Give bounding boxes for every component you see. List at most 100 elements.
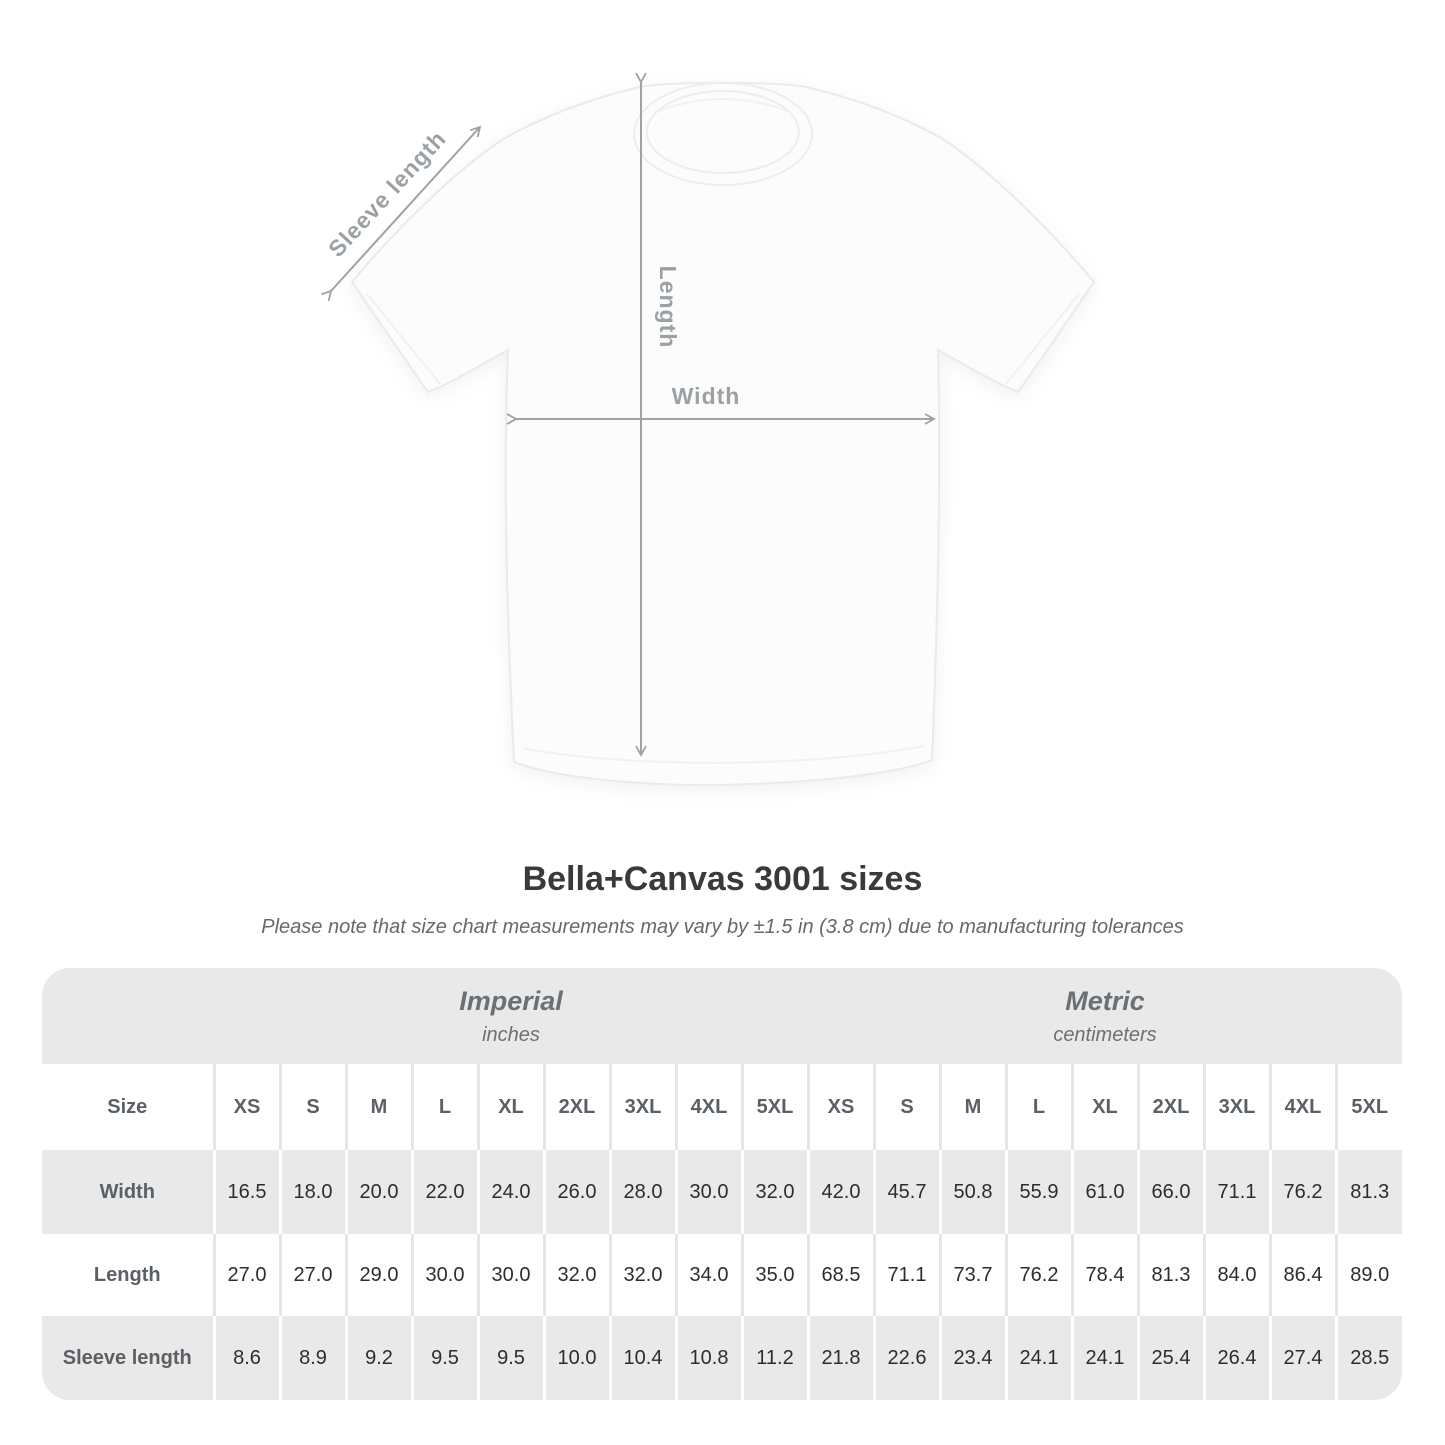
value-cell: 9.5 — [476, 1316, 544, 1400]
value-cell: 10.0 — [542, 1316, 610, 1400]
value-cell: 18.0 — [278, 1150, 346, 1234]
value-cell: 21.8 — [806, 1316, 874, 1400]
size-cell: 2XL — [1136, 1064, 1204, 1150]
value-cell: 45.7 — [872, 1150, 940, 1234]
size-cell: 4XL — [1268, 1064, 1336, 1150]
value-cell: 50.8 — [938, 1150, 1006, 1234]
value-cell: 30.0 — [410, 1234, 478, 1316]
value-cell: 25.4 — [1136, 1316, 1204, 1400]
sleeve-row-label: Sleeve length — [42, 1316, 214, 1400]
value-cell: 22.0 — [410, 1150, 478, 1234]
value-cell: 32.0 — [608, 1234, 676, 1316]
value-cell: 32.0 — [740, 1150, 808, 1234]
size-cell: 4XL — [674, 1064, 742, 1150]
value-cell: 66.0 — [1136, 1150, 1204, 1234]
value-cell: 32.0 — [542, 1234, 610, 1316]
value-cell: 11.2 — [740, 1316, 808, 1400]
value-cell: 55.9 — [1004, 1150, 1072, 1234]
value-cell: 42.0 — [806, 1150, 874, 1234]
size-cell: M — [344, 1064, 412, 1150]
hem-seam — [521, 745, 925, 764]
value-cell: 84.0 — [1202, 1234, 1270, 1316]
value-cell: 73.7 — [938, 1234, 1006, 1316]
value-cell: 78.4 — [1070, 1234, 1138, 1316]
metric-header: Metric centimeters — [808, 968, 1402, 1064]
value-cell: 23.4 — [938, 1316, 1006, 1400]
size-cell: 3XL — [608, 1064, 676, 1150]
size-cell: L — [1004, 1064, 1072, 1150]
tshirt-graphic — [350, 81, 1096, 787]
value-cell: 29.0 — [344, 1234, 412, 1316]
value-cell: 9.5 — [410, 1316, 478, 1400]
value-cell: 30.0 — [674, 1150, 742, 1234]
value-cell: 24.1 — [1004, 1316, 1072, 1400]
size-row-label: Size — [107, 1095, 148, 1118]
imperial-header: Imperial inches — [214, 968, 808, 1064]
table-row-sleeve-length: Sleeve length 8.6 8.9 9.2 9.5 9.5 10.0 1… — [42, 1316, 1402, 1400]
length-label: Length — [655, 266, 681, 349]
size-cell: 5XL — [740, 1064, 808, 1150]
value-cell: 34.0 — [674, 1234, 742, 1316]
size-table: Imperial inches Metric centimeters Size … — [42, 968, 1402, 1400]
size-cell: S — [872, 1064, 940, 1150]
size-cell: XS — [806, 1064, 874, 1150]
table-row-width: Width 16.5 18.0 20.0 22.0 24.0 26.0 28.0… — [42, 1150, 1402, 1234]
table-row-length: Length 27.0 27.0 29.0 30.0 30.0 32.0 32.… — [42, 1234, 1402, 1316]
collar-outer-seam — [633, 82, 813, 186]
value-cell: 8.9 — [278, 1316, 346, 1400]
value-cell: 71.1 — [1202, 1150, 1270, 1234]
value-cell: 30.0 — [476, 1234, 544, 1316]
right-cuff-seam — [1005, 293, 1080, 385]
size-cell: 3XL — [1202, 1064, 1270, 1150]
value-cell: 26.0 — [542, 1150, 610, 1234]
collar-inner-seam — [646, 90, 800, 174]
value-cell: 71.1 — [872, 1234, 940, 1316]
value-cell: 86.4 — [1268, 1234, 1336, 1316]
metric-unit: centimeters — [1053, 1023, 1157, 1046]
value-cell: 28.5 — [1334, 1316, 1402, 1400]
value-cell: 28.0 — [608, 1150, 676, 1234]
tshirt-measurement-diagram: Length Width Sleeve length — [320, 72, 1096, 787]
value-cell: 26.4 — [1202, 1316, 1270, 1400]
value-cell: 27.0 — [278, 1234, 346, 1316]
value-cell: 89.0 — [1334, 1234, 1402, 1316]
size-cell: L — [410, 1064, 478, 1150]
sleeve-length-arrow — [320, 125, 482, 302]
value-cell: 22.6 — [872, 1316, 940, 1400]
imperial-title: Imperial — [459, 985, 563, 1016]
size-cell: XL — [1070, 1064, 1138, 1150]
value-cell: 20.0 — [344, 1150, 412, 1234]
value-cell: 8.6 — [212, 1316, 280, 1400]
value-cell: 9.2 — [344, 1316, 412, 1400]
size-cell: S — [278, 1064, 346, 1150]
value-cell: 35.0 — [740, 1234, 808, 1316]
value-cell: 24.1 — [1070, 1316, 1138, 1400]
value-cell: 27.4 — [1268, 1316, 1336, 1400]
length-row-label: Length — [93, 1263, 161, 1286]
value-cell: 81.3 — [1136, 1234, 1204, 1316]
metric-title: Metric — [1065, 985, 1145, 1016]
left-cuff-seam — [366, 293, 441, 385]
size-cell: M — [938, 1064, 1006, 1150]
value-cell: 61.0 — [1070, 1150, 1138, 1234]
value-cell: 81.3 — [1334, 1150, 1402, 1234]
corner-cell — [42, 968, 214, 1064]
size-cell: XS — [212, 1064, 280, 1150]
width-row-label: Width — [42, 1150, 214, 1234]
tolerance-note: Please note that size chart measurements… — [261, 916, 1184, 938]
size-cell: 2XL — [542, 1064, 610, 1150]
imperial-unit: inches — [482, 1023, 540, 1046]
size-header-row: Size XS S M L XL 2XL 3XL 4XL 5XL XS S M … — [42, 1064, 1402, 1150]
back-collar-seam — [655, 98, 791, 113]
value-cell: 27.0 — [212, 1234, 280, 1316]
width-label: Width — [672, 383, 741, 409]
size-cell: 5XL — [1334, 1064, 1402, 1150]
value-cell: 24.0 — [476, 1150, 544, 1234]
value-cell: 16.5 — [212, 1150, 280, 1234]
page-title: Bella+Canvas 3001 sizes — [522, 860, 923, 898]
size-cell: XL — [476, 1064, 544, 1150]
value-cell: 10.8 — [674, 1316, 742, 1400]
value-cell: 76.2 — [1004, 1234, 1072, 1316]
value-cell: 10.4 — [608, 1316, 676, 1400]
